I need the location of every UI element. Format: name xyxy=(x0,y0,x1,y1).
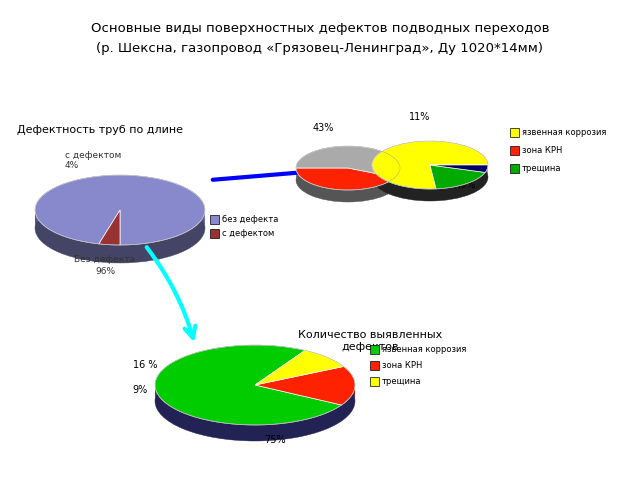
Polygon shape xyxy=(430,165,485,189)
Ellipse shape xyxy=(372,153,488,201)
Ellipse shape xyxy=(155,361,355,441)
Polygon shape xyxy=(430,165,488,172)
Polygon shape xyxy=(296,146,400,178)
Polygon shape xyxy=(35,175,205,228)
Polygon shape xyxy=(155,345,342,425)
Polygon shape xyxy=(372,141,488,176)
Polygon shape xyxy=(296,168,395,190)
Bar xyxy=(370,345,379,354)
Polygon shape xyxy=(255,350,344,385)
Text: 43%: 43% xyxy=(312,123,333,133)
Text: 96%: 96% xyxy=(95,266,115,276)
Polygon shape xyxy=(35,175,205,245)
Polygon shape xyxy=(305,350,344,383)
Polygon shape xyxy=(255,366,355,405)
Bar xyxy=(510,128,519,137)
Text: с дефектом: с дефектом xyxy=(222,229,275,238)
Bar xyxy=(510,164,519,173)
Ellipse shape xyxy=(35,193,205,263)
Text: трещина: трещина xyxy=(522,164,561,173)
Text: 4%: 4% xyxy=(65,161,79,170)
Bar xyxy=(210,229,219,238)
Polygon shape xyxy=(344,366,355,401)
Text: 9%: 9% xyxy=(132,385,148,395)
Text: 16 %: 16 % xyxy=(132,360,157,370)
Ellipse shape xyxy=(296,158,400,202)
Text: 11%: 11% xyxy=(410,112,431,122)
Bar xyxy=(510,146,519,155)
Bar xyxy=(370,361,379,370)
Text: Основные виды поверхностных дефектов подводных переходов: Основные виды поверхностных дефектов под… xyxy=(91,22,549,35)
Text: зона КРН: зона КРН xyxy=(382,361,422,370)
Text: зона КРН: зона КРН xyxy=(522,146,563,155)
Polygon shape xyxy=(155,345,305,400)
Text: трещина: трещина xyxy=(382,377,422,386)
Text: (р. Шексна, газопровод «Грязовец-Ленинград», Ду 1020*14мм): (р. Шексна, газопровод «Грязовец-Ленингр… xyxy=(97,42,543,55)
Text: Без дефекта: Без дефекта xyxy=(74,255,136,264)
Text: 46%: 46% xyxy=(454,180,476,190)
Bar xyxy=(210,215,219,224)
Text: Количество выявленных
дефектов: Количество выявленных дефектов xyxy=(298,330,442,351)
Text: Дефектность труб по длине: Дефектность труб по длине xyxy=(17,125,183,135)
Polygon shape xyxy=(372,141,488,189)
Text: язвенная коррозия: язвенная коррозия xyxy=(522,128,606,137)
Text: без дефекта: без дефекта xyxy=(222,215,278,224)
Text: с дефектом: с дефектом xyxy=(65,151,122,159)
Text: 75%: 75% xyxy=(264,435,286,445)
Polygon shape xyxy=(99,210,120,245)
Bar xyxy=(370,377,379,386)
Polygon shape xyxy=(296,146,400,180)
Text: язвенная коррозия: язвенная коррозия xyxy=(382,345,467,354)
